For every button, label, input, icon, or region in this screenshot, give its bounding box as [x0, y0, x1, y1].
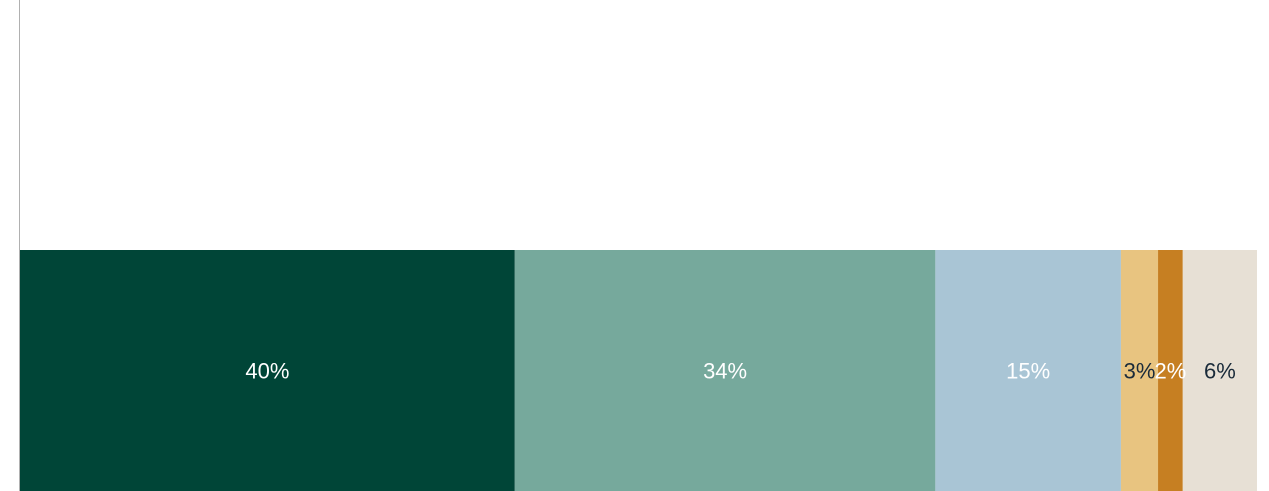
data-label-5: 6% — [1204, 359, 1236, 384]
data-label-3: 3% — [1124, 359, 1156, 384]
bar-segment-0 — [20, 250, 515, 491]
data-label-0: 40% — [245, 359, 289, 384]
bar-segment-3 — [1120, 250, 1159, 491]
bar-segment-5 — [1182, 250, 1257, 491]
bar-segment-1 — [514, 250, 936, 491]
data-label-4: 2% — [1155, 359, 1187, 384]
bar-segments — [20, 250, 1257, 491]
data-labels: 40% 34% 15% 3% 2% 6% — [245, 359, 1235, 384]
bar-segment-2 — [935, 250, 1121, 491]
bar-segment-4 — [1158, 250, 1183, 491]
data-label-2: 15% — [1006, 359, 1050, 384]
data-label-1: 34% — [703, 359, 747, 384]
